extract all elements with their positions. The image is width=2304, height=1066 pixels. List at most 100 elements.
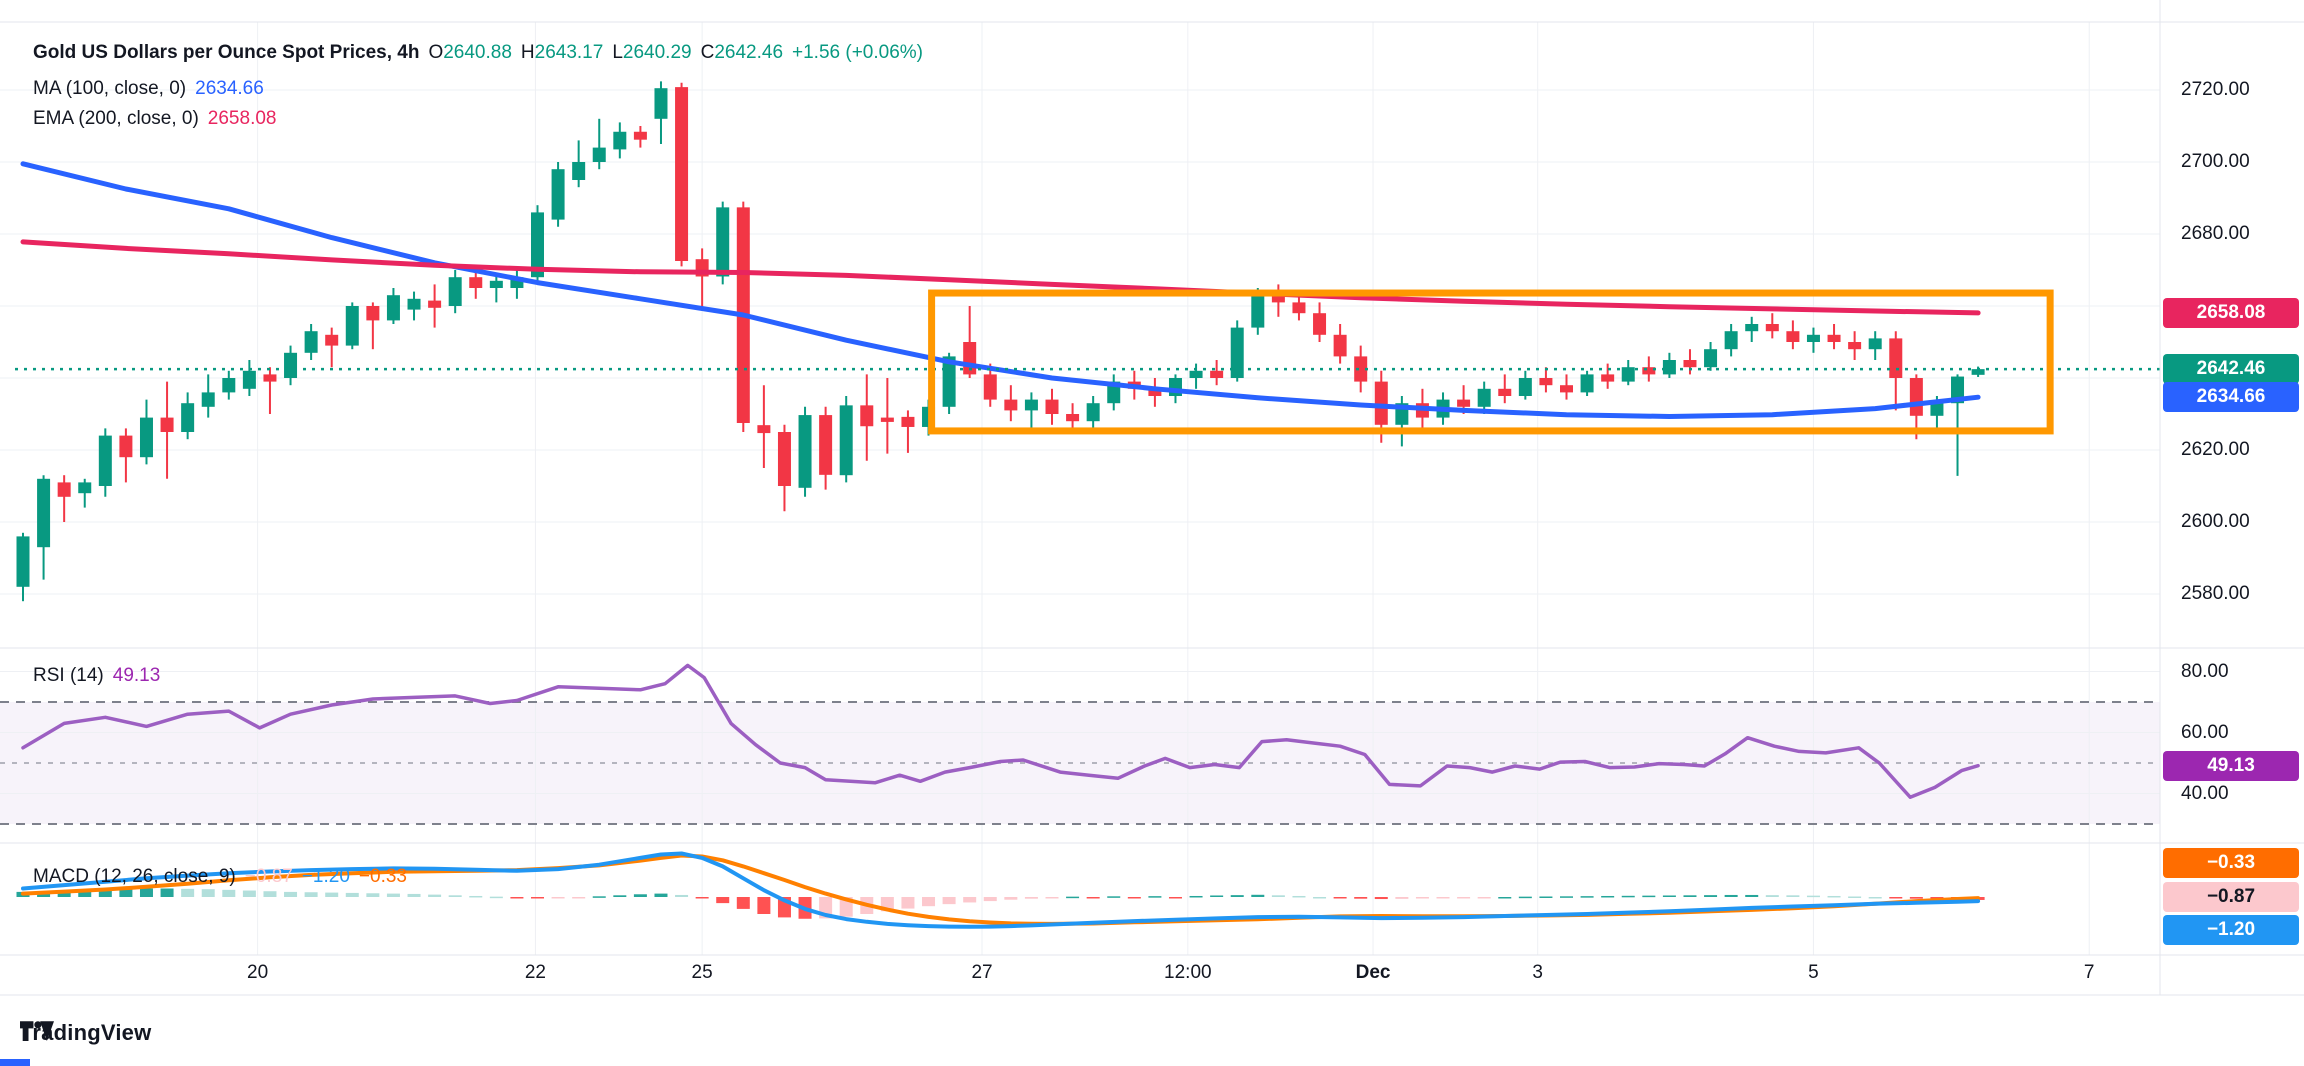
rsi-line (21, 663, 1980, 799)
rsi-legend-row[interactable]: RSI (14) 49.13 (33, 665, 160, 687)
time-tick-label-5: 5 (1808, 962, 1819, 983)
candle-body (633, 131, 647, 140)
ma-value: 2634.66 (195, 78, 264, 99)
macd-histogram-bar (1457, 897, 1471, 899)
candle-body (1868, 338, 1882, 350)
candle-body (1930, 403, 1944, 416)
time-tick-label-dec: Dec (1355, 962, 1391, 983)
macd-histogram-bar (1601, 895, 1615, 898)
macd-histogram-bar (1415, 897, 1429, 899)
candle-body (386, 295, 400, 321)
macd-histogram-bar (1210, 895, 1224, 897)
macd-histogram-bar (1518, 896, 1532, 899)
macd-histogram-bar (139, 888, 153, 897)
rsi-value: 49.13 (112, 665, 161, 686)
macd-histogram-bar (901, 897, 915, 909)
rsi-tick-label: 40.00 (2181, 782, 2229, 804)
time-tick-label-25: 25 (691, 962, 713, 983)
time-scale[interactable]: 20 22 25 27 12:00 Dec 3 5 7 (0, 955, 2160, 995)
candle-body (983, 374, 997, 400)
macd-histogram-bar (1168, 897, 1182, 899)
candle-body (839, 405, 853, 476)
macd-histogram-bar (428, 894, 442, 897)
price-tick-label: 2720.00 (2181, 79, 2250, 100)
candle-body (1333, 334, 1347, 357)
candle-body (448, 277, 462, 306)
macd-histogram-bar (1374, 897, 1388, 900)
candle-body (1210, 370, 1224, 378)
macd-histogram-bar (1024, 897, 1038, 899)
candle-body (1621, 367, 1635, 382)
macd-histogram-bar (922, 897, 936, 907)
last-price-badge: 2642.46 (2163, 354, 2299, 385)
macd-histogram-bar (757, 897, 771, 914)
candle-body (592, 147, 606, 162)
price-tick-label: 2680.00 (2181, 223, 2250, 244)
rsi-tick-label: 60.00 (2181, 721, 2229, 743)
macd-histogram-bar (1498, 897, 1512, 899)
macd-histogram-bar (1107, 896, 1121, 898)
macd-histogram-bar (1292, 895, 1306, 898)
macd-histogram-bar (1004, 897, 1018, 900)
macd-histogram-bar (1066, 896, 1080, 899)
macd-histogram-bar (716, 897, 730, 904)
macd-histogram-bar (1683, 895, 1697, 897)
macd-histogram-bar (736, 897, 750, 909)
macd-histogram-bar (1539, 896, 1553, 898)
candle-body (1827, 334, 1841, 342)
symbol-legend-row[interactable]: Gold US Dollars per Ounce Spot Prices, 4… (33, 42, 923, 64)
candle-body (489, 280, 503, 288)
tradingview-watermark[interactable]: TradingView (20, 1020, 151, 1046)
macd-histogram-bar (633, 894, 647, 897)
rsi-tick-label: 80.00 (2181, 660, 2229, 682)
candle-body (469, 277, 483, 288)
candle-body (1230, 327, 1244, 378)
ohlc-open: O2640.88 (428, 42, 512, 63)
macd-histogram-bar (1827, 895, 1841, 898)
candle-body (1662, 360, 1676, 375)
candle-body (1457, 399, 1471, 407)
candle-body (1271, 295, 1285, 303)
candle-body (675, 87, 689, 262)
candle-body (222, 378, 236, 393)
macd-histogram-bar (1127, 897, 1141, 899)
range-box-annotation[interactable] (928, 289, 2054, 435)
candle-body (1004, 399, 1018, 411)
ma-legend-row[interactable]: MA (100, close, 0) 2634.66 (33, 78, 264, 100)
macd-legend-row[interactable]: MACD (12, 26, close, 9) −0.87 −1.20 −0.3… (33, 866, 407, 888)
ma-label: MA (100, close, 0) (33, 78, 187, 99)
macd-histogram-bar (1251, 894, 1265, 897)
candle-body (880, 417, 894, 422)
macd-histogram-bar (654, 893, 668, 897)
macd-histogram-bar (1395, 897, 1409, 899)
candle-body (1498, 388, 1512, 396)
macd-histogram-bar (160, 888, 174, 897)
macd-histogram-bar (57, 890, 71, 897)
macd-histogram-bar (1786, 895, 1800, 897)
change-value: +1.56 (+0.06%) (792, 42, 923, 63)
candle-body (551, 169, 565, 220)
candle-body (263, 374, 277, 382)
macd-histogram-bar (695, 897, 709, 899)
candle-body (139, 417, 153, 458)
macd-histogram-bar (469, 895, 483, 898)
price-tick-label: 2700.00 (2181, 151, 2250, 172)
candle-body (345, 306, 359, 346)
candle-body (366, 306, 380, 321)
macd-histogram-bar (119, 888, 133, 897)
macd-histogram-bar (345, 892, 359, 897)
candle-body (1683, 360, 1697, 368)
ema-value: 2658.08 (207, 108, 277, 129)
price-scale[interactable]: 2720.00 2700.00 2680.00 2620.00 2600.00 2580.… (2160, 0, 2304, 995)
macd-line-value: −1.20 (301, 866, 350, 887)
macd-histogram-bar (963, 897, 977, 903)
macd-histogram-bar (304, 892, 318, 897)
macd-signal-value: −0.33 (358, 866, 407, 887)
macd-histogram-bar (325, 892, 339, 897)
candle-body (304, 331, 318, 353)
macd-histogram-bar (1848, 896, 1862, 898)
ema-legend-row[interactable]: EMA (200, close, 0) 2658.08 (33, 108, 276, 130)
ma100-line (20, 161, 1981, 419)
candle-body (1745, 324, 1759, 332)
